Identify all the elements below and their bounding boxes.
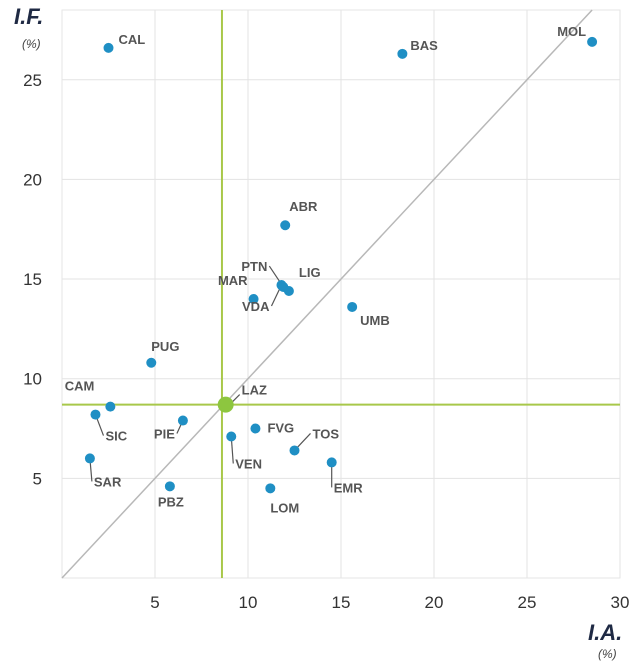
y-axis-title: I.F. [14,4,43,29]
data-point [226,431,237,442]
data-point [248,293,259,304]
point-label: VDA [242,299,270,314]
x-axis-unit: (%) [598,647,617,661]
point-label: PTN [241,259,267,274]
point-label: PIE [154,427,175,442]
data-point [90,409,101,420]
point-label: SIC [105,429,127,444]
data-point [397,48,408,59]
x-tick-label: 30 [611,593,630,612]
data-point [280,220,291,231]
x-axis-title: I.A. [588,620,622,645]
highlight-point-label: LAZ [242,383,267,398]
data-point [177,415,188,426]
point-label: UMB [360,313,390,328]
data-point [347,301,358,312]
data-point [84,453,95,464]
y-axis-unit: (%) [22,37,41,51]
point-label: CAM [65,379,95,394]
data-point [276,280,287,291]
grid-layer [61,9,621,579]
data-point [146,357,157,368]
point-label: LOM [270,500,299,515]
data-point [283,286,294,297]
data-point [265,483,276,494]
data-point [587,36,598,47]
label-layer: CAL BAS MOL ABR PTN LIG VDA MAR UMB PUG CAM SIC PIE F… [65,24,586,515]
point-layer [84,36,598,494]
highlight-leader-line [231,394,241,404]
data-point [326,457,337,468]
point-label: PUG [151,339,179,354]
data-point [103,42,114,53]
data-point [105,401,116,412]
data-point [289,445,300,456]
point-label: MOL [557,24,586,39]
y-tick-label: 5 [33,469,42,488]
point-label: MAR [218,273,248,288]
x-tick-label: 25 [518,593,537,612]
point-label: ABR [289,199,318,214]
x-tick-label: 20 [425,593,444,612]
x-tick-label: 15 [332,593,351,612]
x-tick-label: 5 [150,593,159,612]
point-label: CAL [119,32,146,47]
y-tick-label: 20 [23,170,42,189]
y-tick-label: 10 [23,370,42,389]
highlight-point [217,396,234,413]
point-label: LIG [299,265,321,280]
x-tick-label: 10 [239,593,258,612]
point-label: TOS [313,426,340,441]
diagonal-reference-line [61,9,593,579]
data-point [164,481,175,492]
y-tick-label: 25 [23,71,42,90]
point-label: EMR [334,480,364,495]
point-label: BAS [410,38,438,53]
point-label: FVG [267,421,294,436]
point-label: SAR [94,474,122,489]
y-tick-label: 15 [23,270,42,289]
axis-layer: 5 10 15 20 25 30 5 10 15 20 25 [23,10,629,612]
point-label: PBZ [158,494,184,509]
point-label: VEN [235,456,262,471]
data-point [250,423,261,434]
